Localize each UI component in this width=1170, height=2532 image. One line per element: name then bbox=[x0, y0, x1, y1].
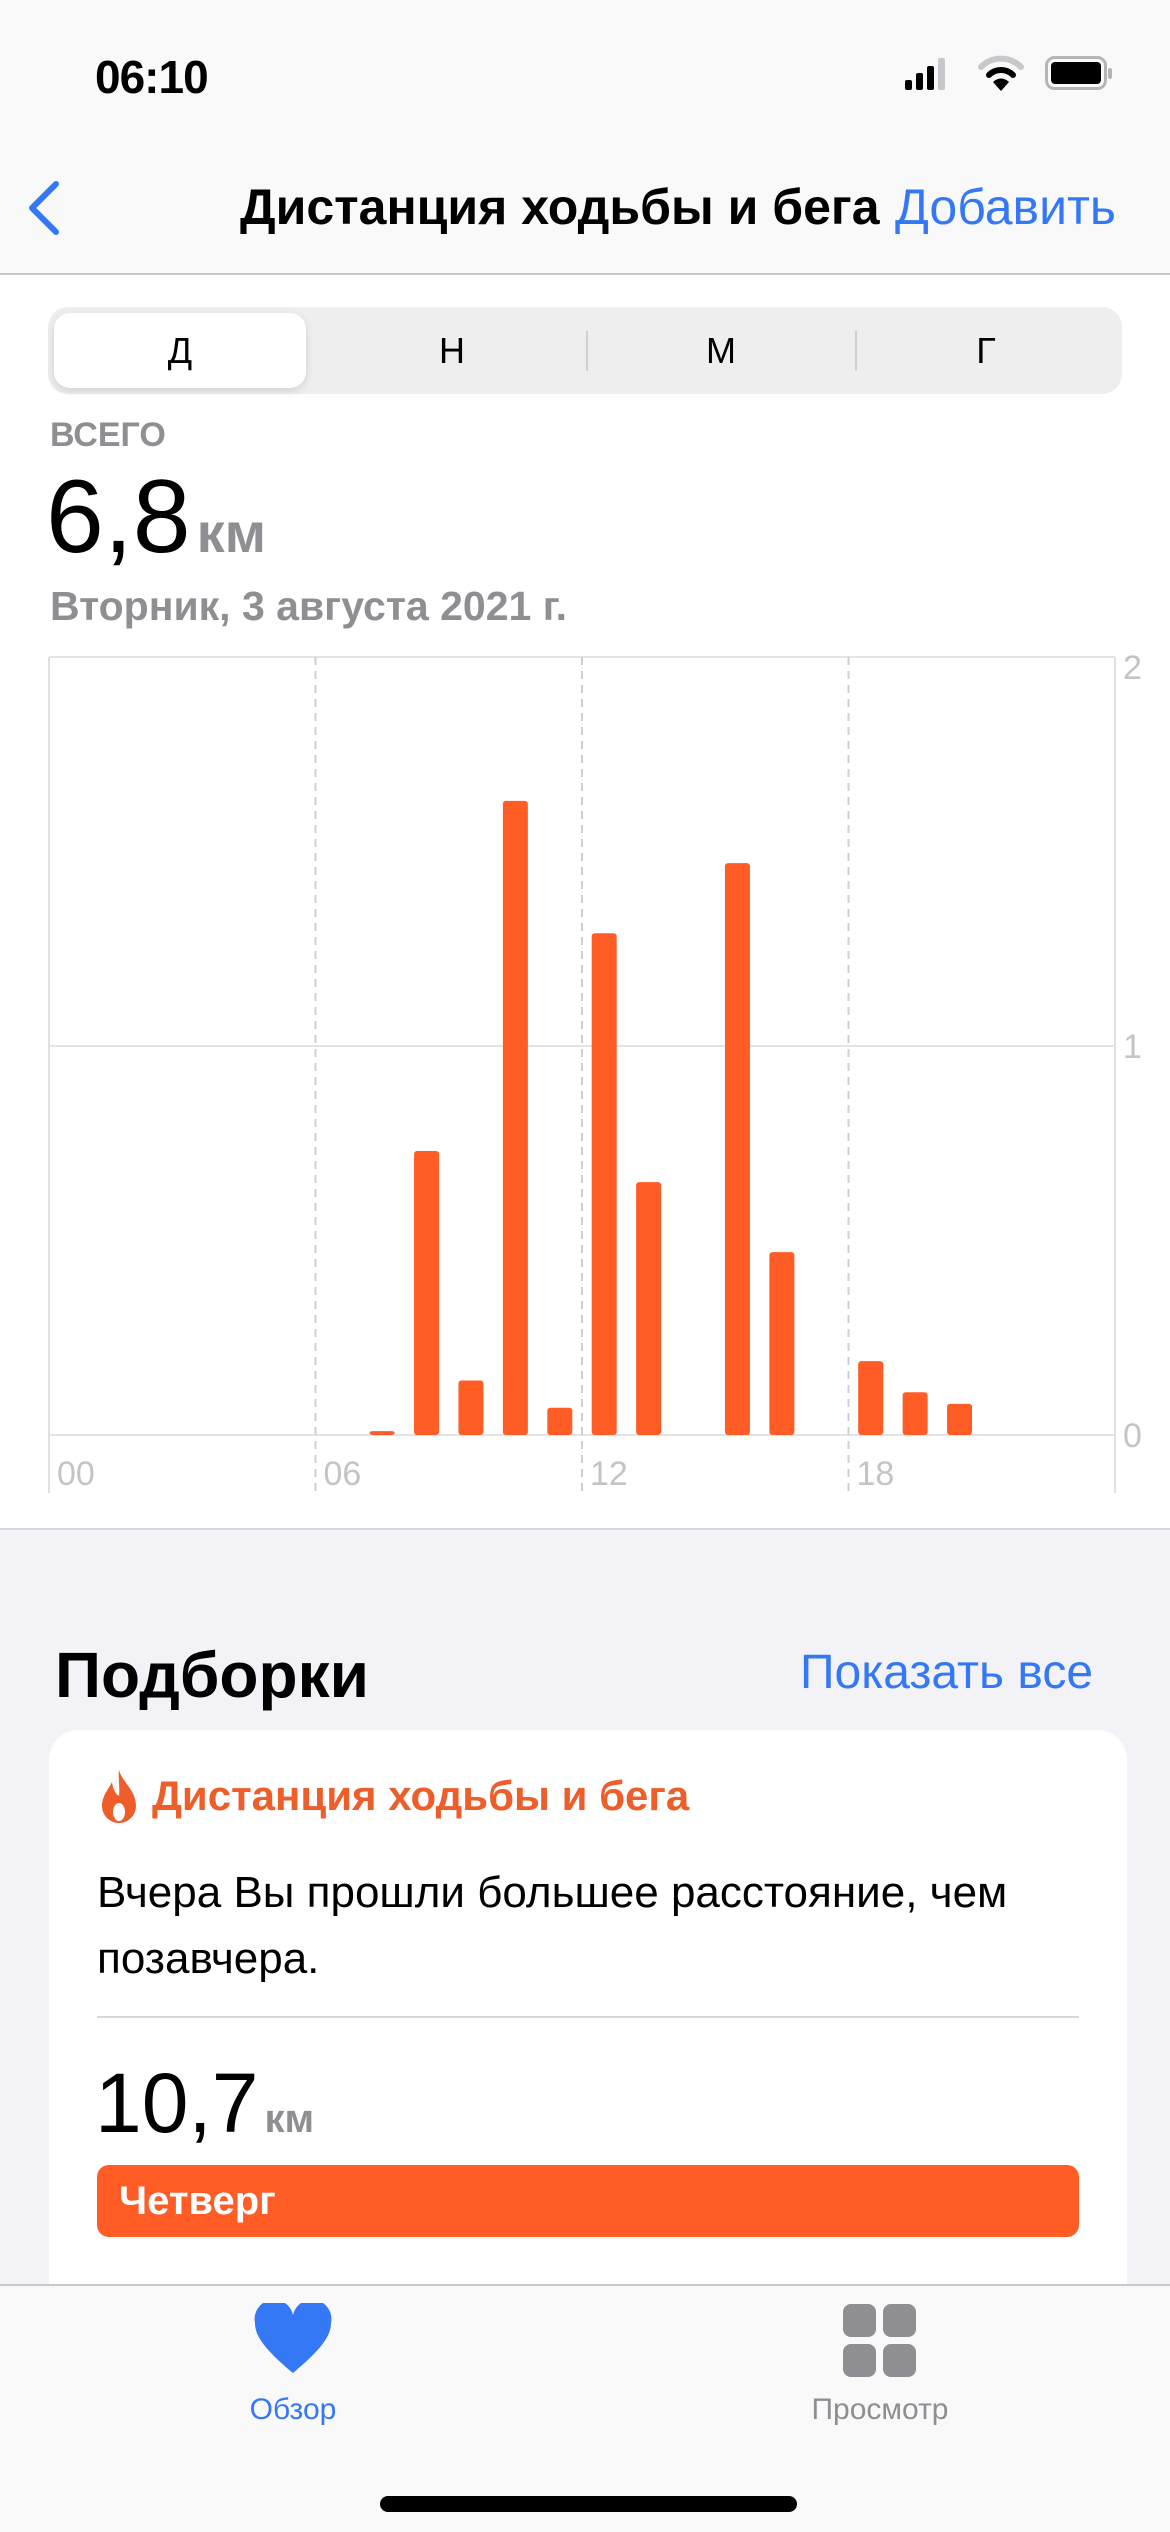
bar-hour-9 bbox=[458, 1380, 484, 1435]
x-tick-label: 00 bbox=[57, 1455, 95, 1493]
date-label: Вторник, 3 августа 2021 г. bbox=[50, 583, 568, 629]
flame-icon bbox=[102, 1770, 136, 1823]
tab-bar bbox=[0, 2284, 1170, 2532]
bar-hour-15 bbox=[724, 863, 750, 1435]
x-tick-label: 18 bbox=[857, 1455, 895, 1493]
grid-icon[interactable] bbox=[843, 2304, 917, 2378]
y-tick-label: 1 bbox=[1123, 1028, 1142, 1066]
card-title: Дистанция ходьбы и бега bbox=[152, 1772, 690, 1819]
tab-browse[interactable]: Просмотр bbox=[811, 2393, 949, 2426]
card-day-bar: Четверг bbox=[97, 2165, 1079, 2237]
period-segmented-control: Д Н М Г bbox=[48, 307, 1122, 394]
card-text: Вчера Вы прошли большее расстояние, чем … bbox=[97, 1868, 1008, 1983]
bar-hour-13 bbox=[636, 1182, 662, 1435]
battery-icon bbox=[1045, 56, 1112, 90]
y-tick-label: 2 bbox=[1123, 649, 1142, 687]
y-tick-label: 0 bbox=[1123, 1417, 1142, 1455]
segment-year[interactable]: Г bbox=[976, 330, 996, 371]
bar-hour-10 bbox=[502, 800, 528, 1435]
home-indicator[interactable] bbox=[380, 2496, 797, 2512]
show-all-link[interactable]: Показать все bbox=[800, 1646, 1094, 1699]
bar-hour-19 bbox=[902, 1392, 928, 1435]
bar-hour-7 bbox=[369, 1431, 395, 1435]
total-label: ВСЕГО bbox=[50, 416, 166, 454]
heart-icon[interactable] bbox=[253, 2303, 333, 2375]
tab-summary[interactable]: Обзор bbox=[249, 2393, 337, 2426]
page-title: Дистанция ходьбы и бега bbox=[240, 179, 880, 235]
status-time: 06:10 bbox=[95, 51, 209, 103]
total-value: 6,8 км bbox=[46, 458, 266, 577]
card-number: 10,7 bbox=[95, 2056, 259, 2150]
segment-week[interactable]: Н bbox=[439, 330, 465, 371]
bar-hour-8 bbox=[414, 1151, 440, 1435]
chart-section bbox=[0, 275, 1170, 1530]
chevron-left-icon bbox=[29, 181, 59, 235]
x-tick-label: 06 bbox=[324, 1455, 362, 1493]
segment-divider bbox=[855, 331, 857, 371]
segment-month[interactable]: М bbox=[706, 330, 736, 371]
card-unit: км bbox=[264, 2097, 315, 2141]
wifi-icon bbox=[978, 55, 1024, 91]
segment-divider bbox=[586, 331, 588, 371]
back-button[interactable] bbox=[24, 178, 64, 238]
add-button[interactable]: Добавить bbox=[895, 179, 1116, 235]
cellular-signal-icon bbox=[905, 58, 945, 90]
card-value: 10,7 км bbox=[95, 2055, 314, 2152]
x-tick-label: 12 bbox=[590, 1455, 628, 1493]
bar-hour-11 bbox=[547, 1407, 573, 1435]
navigation-bar bbox=[0, 0, 1170, 275]
card-divider bbox=[97, 2016, 1079, 2018]
bar-hour-16 bbox=[769, 1252, 795, 1435]
bar-hour-12 bbox=[591, 933, 617, 1435]
bar-hour-18 bbox=[858, 1361, 884, 1435]
highlights-title: Подборки bbox=[55, 1639, 369, 1711]
bar-hour-20 bbox=[947, 1403, 973, 1435]
total-number: 6,8 bbox=[46, 459, 191, 575]
segment-day[interactable]: Д bbox=[54, 313, 306, 388]
total-unit: км bbox=[196, 501, 267, 564]
